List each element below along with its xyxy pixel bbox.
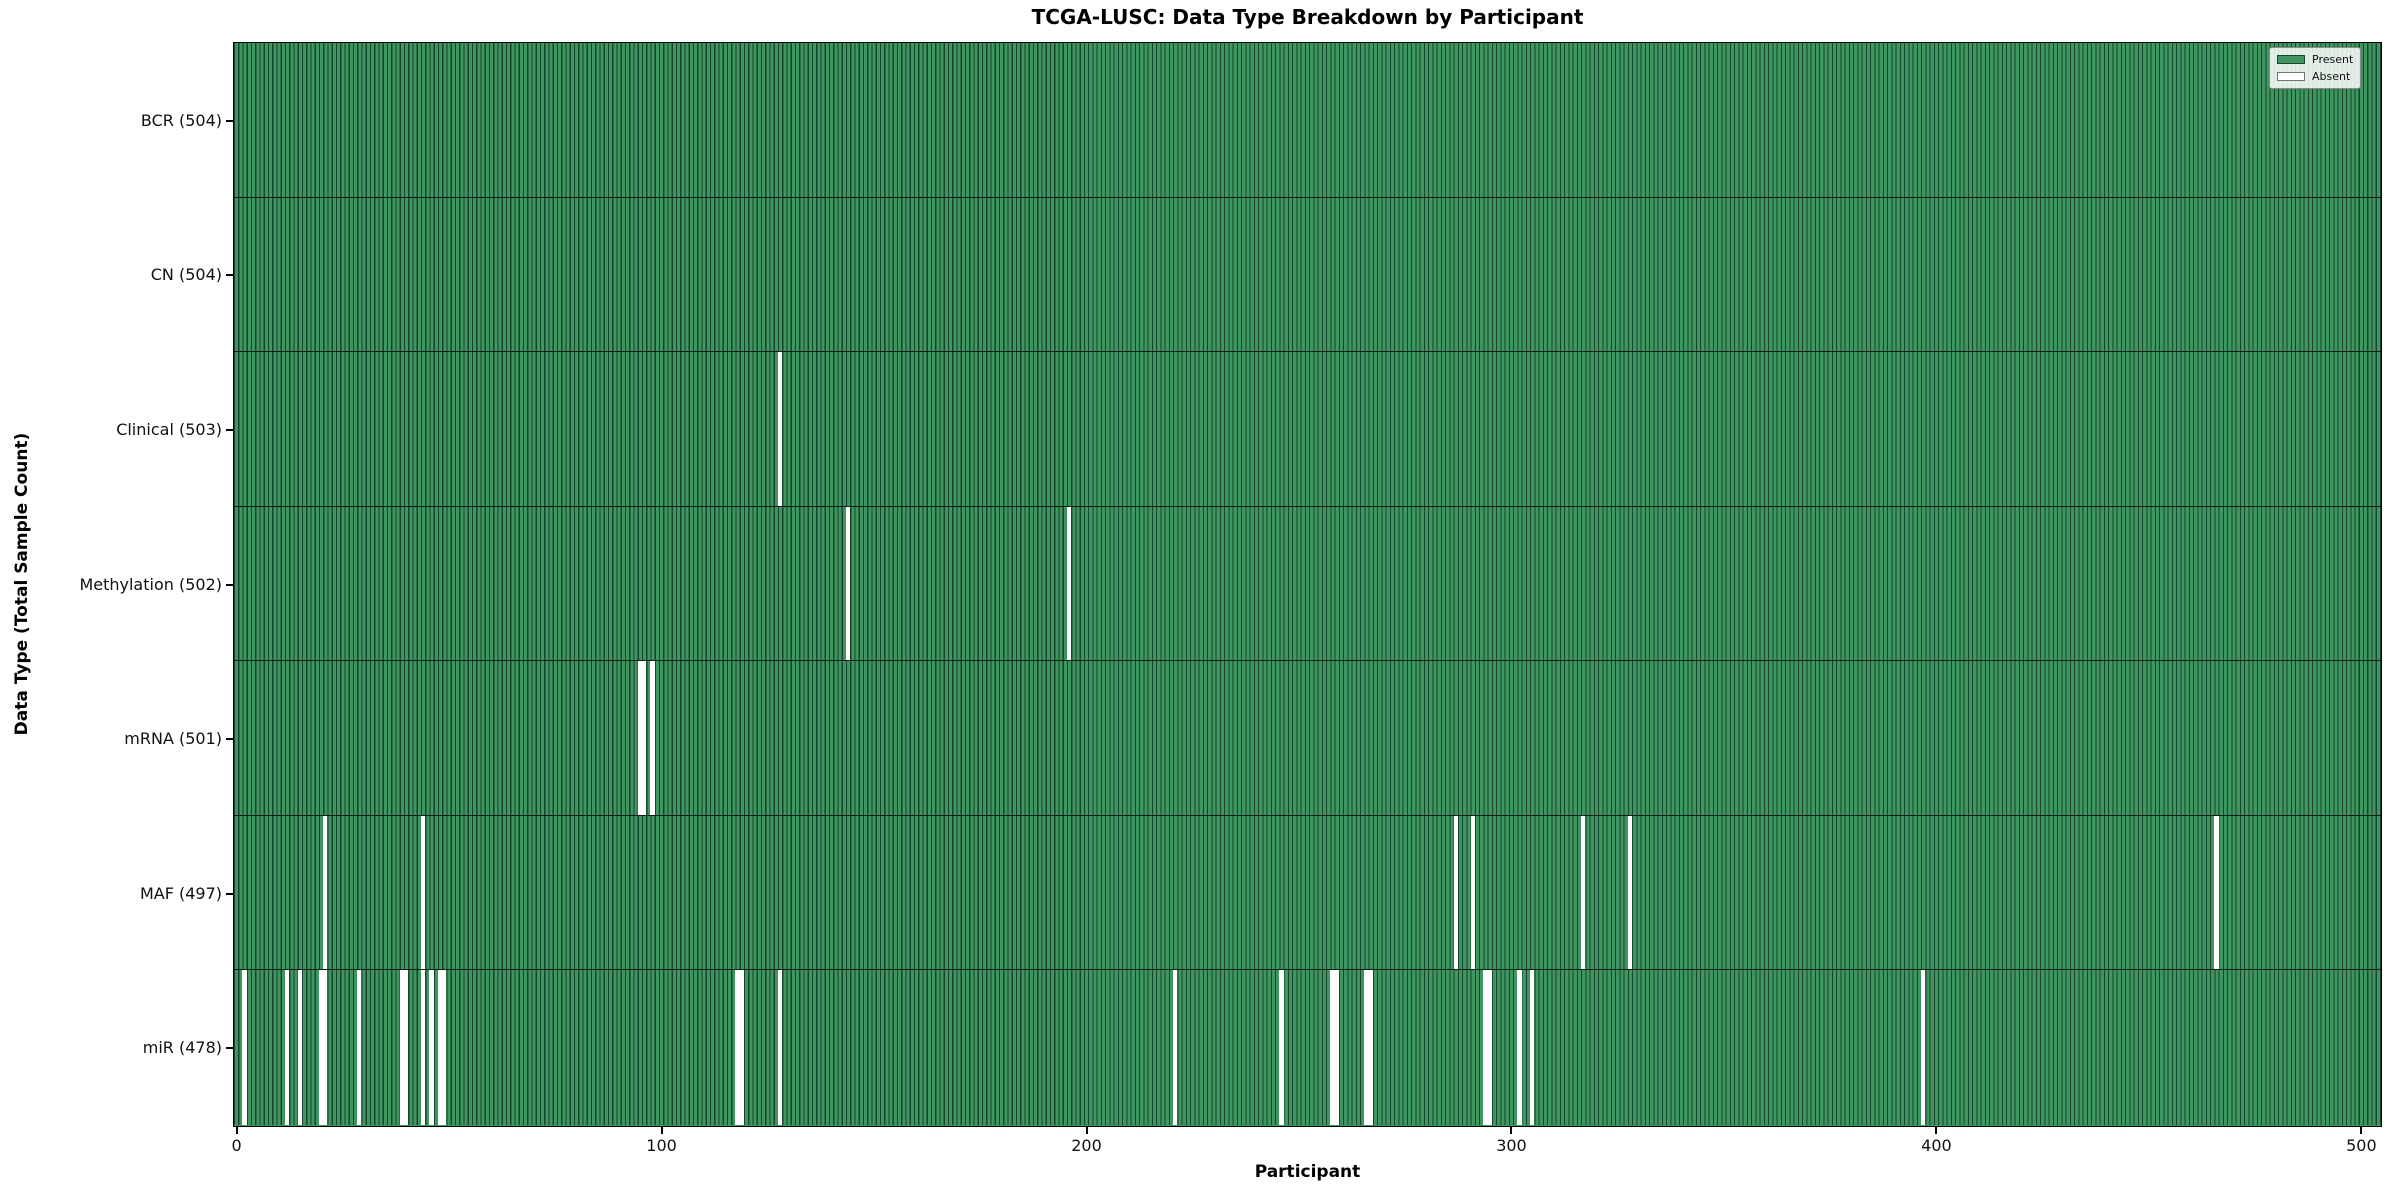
legend-label: Present [2312, 53, 2354, 66]
absent-gap [1483, 970, 1488, 1125]
row-mrna [234, 661, 2381, 816]
absent-gap [1066, 506, 1072, 661]
row-bcr [234, 43, 2381, 198]
row-cn [234, 197, 2381, 353]
y-tick-mark [226, 1047, 233, 1050]
absent-gap [650, 661, 655, 815]
absent-gap [357, 970, 362, 1125]
absent-gap [735, 970, 740, 1125]
x-axis-label: Participant [1254, 1162, 1361, 1182]
absent-gap [1453, 815, 1458, 970]
y-tick-label: CN (504) [150, 265, 222, 285]
absent-gap [323, 970, 328, 1125]
row-mir [234, 970, 2381, 1125]
absent-gap [777, 352, 783, 506]
y-tick-label: miR (478) [142, 1038, 222, 1058]
absent-gap [318, 970, 324, 1125]
x-tick-label: 300 [1496, 1136, 1527, 1155]
x-tick-label: 100 [646, 1136, 677, 1155]
absent-gap [641, 661, 647, 815]
absent-gap [284, 970, 290, 1125]
x-tick-mark [2360, 1127, 2363, 1134]
y-tick-mark [226, 892, 233, 895]
absent-gap [403, 970, 409, 1125]
legend-swatch-present [2277, 55, 2305, 64]
y-tick-label: MAF (497) [139, 883, 222, 903]
chart-title: TCGA-LUSC: Data Type Breakdown by Partic… [1031, 5, 1584, 29]
absent-gap [420, 970, 426, 1125]
absent-gap [1627, 815, 1633, 970]
y-tick-mark [226, 583, 233, 586]
x-tick-mark [235, 1127, 238, 1134]
absent-gap [242, 970, 247, 1125]
legend-label: Absent [2312, 70, 2351, 83]
absent-gap [637, 661, 642, 815]
absent-gap [845, 506, 851, 661]
row-methylation [234, 506, 2381, 662]
x-tick-mark [1085, 1127, 1088, 1134]
absent-gap [1364, 970, 1369, 1125]
absent-gap [1368, 970, 1373, 1125]
absent-gap [777, 970, 783, 1125]
x-tick-mark [1935, 1127, 1938, 1134]
absent-gap [2214, 815, 2219, 970]
legend-item-present: Present [2277, 53, 2353, 66]
legend: Present Absent [2269, 47, 2362, 89]
y-tick-mark [226, 428, 233, 431]
absent-gap [739, 970, 744, 1125]
x-tick-label: 200 [1071, 1136, 1102, 1155]
absent-gap [399, 970, 404, 1125]
absent-gap [1330, 970, 1335, 1125]
absent-gap [297, 970, 302, 1125]
y-tick-label: Methylation (502) [79, 574, 222, 594]
x-tick-label: 500 [2346, 1136, 2377, 1155]
absent-gap [1921, 970, 1926, 1125]
absent-gap [1173, 970, 1178, 1125]
absent-gap [442, 970, 447, 1125]
absent-gap [1581, 815, 1586, 970]
y-tick-label: mRNA (501) [124, 729, 222, 749]
absent-gap [1279, 970, 1284, 1125]
absent-gap [437, 970, 443, 1125]
row-maf [234, 815, 2381, 971]
absent-gap [323, 815, 328, 970]
y-tick-mark [226, 119, 233, 122]
absent-gap [1530, 970, 1535, 1125]
absent-gap [420, 815, 426, 970]
legend-swatch-absent [2277, 72, 2305, 81]
y-tick-mark [226, 738, 233, 741]
x-tick-mark [1510, 1127, 1513, 1134]
x-tick-label: 400 [1921, 1136, 1952, 1155]
absent-gap [429, 970, 434, 1125]
y-tick-label: BCR (504) [140, 110, 222, 130]
y-tick-label: Clinical (503) [116, 419, 222, 439]
y-tick-mark [226, 274, 233, 277]
absent-gap [1487, 970, 1492, 1125]
absent-gap [1334, 970, 1339, 1125]
absent-gap [1470, 815, 1475, 970]
plot-area [233, 42, 2382, 1127]
x-tick-mark [660, 1127, 663, 1134]
absent-gap [1517, 970, 1522, 1125]
legend-item-absent: Absent [2277, 70, 2353, 83]
row-clinical [234, 352, 2381, 507]
x-tick-label: 0 [231, 1136, 242, 1155]
